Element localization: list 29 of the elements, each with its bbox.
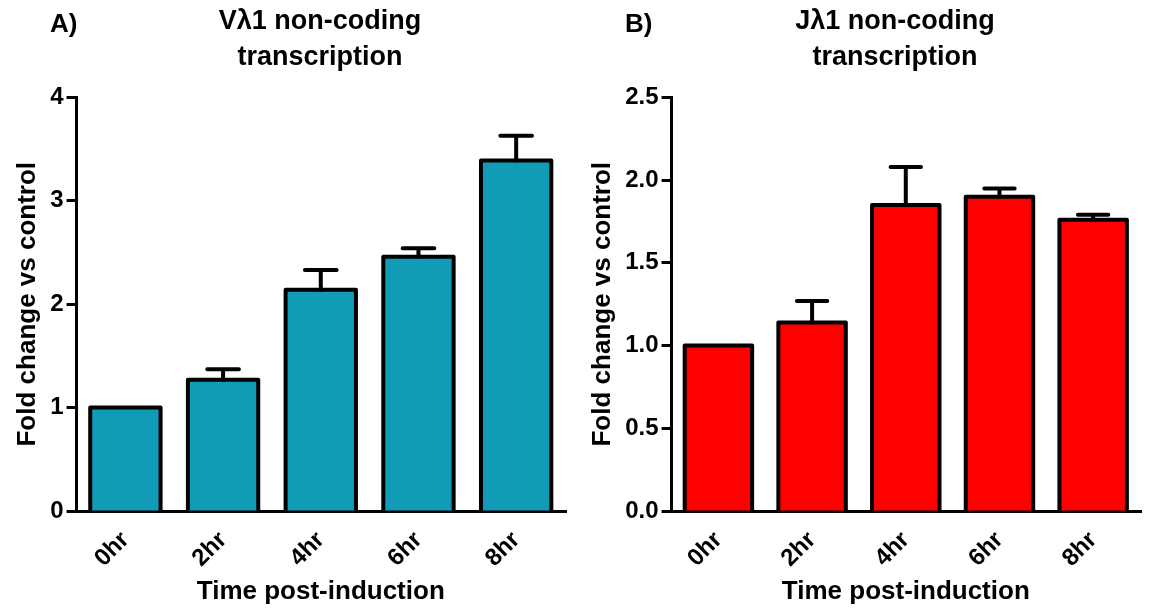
- y-tick-label: 2.0: [625, 164, 659, 192]
- x-axis-title: Time post-induction: [781, 574, 1030, 605]
- x-tick-label: 2hr: [774, 525, 821, 571]
- y-tick-label: 2.5: [625, 82, 659, 110]
- x-tick-label: 6hr: [962, 525, 1008, 571]
- x-tick-label: 4hr: [868, 525, 914, 571]
- y-tick-label: 1.0: [625, 330, 659, 358]
- y-tick-label: 0.5: [625, 412, 659, 440]
- x-tick-label: 6hr: [381, 525, 427, 571]
- y-tick-label: 1: [50, 392, 64, 420]
- chart-title: Jλ1 non-coding transcription: [794, 4, 996, 73]
- text: A): [50, 8, 78, 39]
- x-tick-label: 0hr: [681, 525, 727, 571]
- y-tick-label: 0.0: [625, 495, 659, 523]
- chart-title: Vλ1 non-coding transcription: [217, 4, 423, 73]
- x-tick-label: 2hr: [185, 525, 232, 571]
- x-tick-label: 0hr: [88, 525, 134, 571]
- x-tick-label: 4hr: [283, 525, 329, 571]
- x-tick-label: 8hr: [1055, 525, 1102, 571]
- x-axis-title: Time post-induction: [196, 574, 445, 605]
- y-axis-title: Fold change vs control: [10, 161, 41, 447]
- y-tick-label: 2: [50, 288, 64, 316]
- y-tick-label: 1.5: [625, 247, 659, 275]
- text: B): [625, 8, 653, 39]
- y-tick-label: 4: [50, 82, 65, 110]
- y-axis-title: Fold change vs control: [585, 161, 616, 447]
- y-tick-label: 3: [50, 185, 64, 213]
- x-tick-label: 8hr: [478, 525, 525, 571]
- y-tick-label: 0: [50, 495, 64, 523]
